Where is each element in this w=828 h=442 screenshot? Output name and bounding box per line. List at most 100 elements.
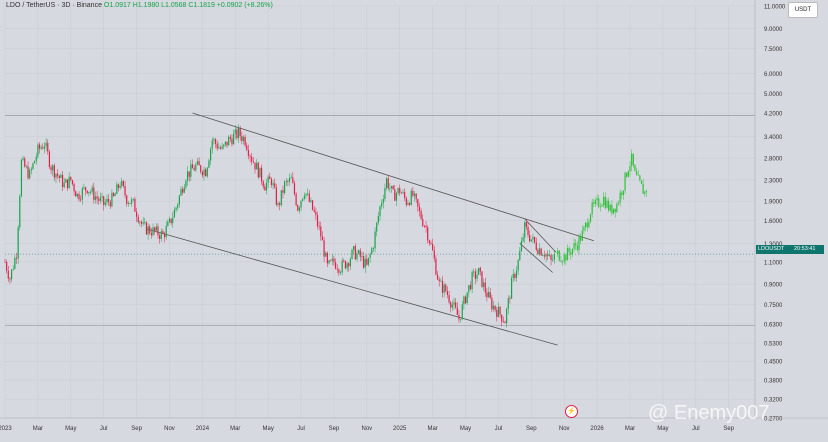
candle-body	[446, 291, 449, 296]
candle-body	[307, 193, 309, 195]
projection-candle-body	[575, 243, 577, 246]
candle-body	[159, 235, 161, 239]
candle-body	[385, 178, 388, 189]
candle-body	[254, 162, 256, 170]
candle-body	[433, 250, 435, 259]
candle-body	[390, 185, 393, 189]
candle-body	[154, 227, 156, 231]
candle-body	[463, 296, 465, 305]
candle-body	[259, 167, 261, 178]
y-tick-label: 9.0000	[764, 27, 783, 33]
candle-body	[223, 144, 225, 147]
projection-candle-body	[580, 236, 582, 241]
candle-body	[122, 181, 125, 186]
projection-candle-body	[589, 214, 592, 222]
candle-body	[377, 216, 379, 223]
candle-body	[190, 164, 192, 177]
candle-body	[50, 167, 52, 171]
candle-body	[251, 156, 253, 162]
projection-candle-body	[614, 208, 616, 213]
candle-body	[501, 314, 503, 322]
projection-candle-body	[611, 204, 613, 214]
candle-body	[205, 169, 207, 177]
candle-body	[474, 271, 476, 279]
candle-body	[45, 142, 47, 147]
candle-body	[89, 191, 92, 193]
candle-body	[239, 127, 241, 137]
candle-body	[30, 168, 32, 171]
y-tick-label: 2.8000	[764, 157, 783, 163]
candle-body	[530, 239, 532, 242]
candle-body	[256, 162, 258, 170]
candle-body	[389, 188, 391, 189]
y-tick-label: 0.3200	[764, 398, 783, 404]
candle-body	[20, 159, 23, 197]
y-tick-label: 1.9000	[764, 200, 783, 206]
candle-body	[308, 193, 310, 202]
candle-body	[379, 206, 381, 217]
projection-candle-body	[571, 248, 574, 255]
horizontal-levels	[5, 115, 755, 326]
trend-lines	[146, 112, 594, 346]
candle-body	[144, 222, 146, 224]
currency-unit-button[interactable]: USDT	[788, 2, 818, 18]
candle-body	[548, 255, 551, 256]
candle-body	[394, 189, 396, 201]
projection-candle-body	[576, 245, 578, 250]
candle-body	[509, 298, 511, 300]
candle-body	[81, 188, 83, 200]
candle-body	[264, 186, 266, 191]
candle-body	[552, 259, 554, 261]
candle-body	[494, 305, 496, 311]
candle-body	[491, 297, 493, 310]
candle-body	[520, 241, 523, 252]
candle-body	[160, 231, 162, 239]
y-tick-label: 0.9000	[764, 283, 783, 289]
candle-body	[124, 185, 126, 196]
projection-candle-body	[599, 206, 601, 208]
candle-body	[150, 232, 152, 236]
candle-body	[76, 193, 78, 197]
projection-candle-body	[631, 153, 633, 167]
time-axis[interactable]: 2023 Mar May Jul Sep Nov 2024 Mar May Jul Sep Nov 20…	[0, 417, 828, 432]
candle-body	[83, 187, 85, 189]
projection-candle-body	[558, 250, 560, 261]
x-tick-label: Sep	[723, 426, 734, 432]
y-tick-label: 0.4500	[764, 360, 783, 366]
candle-body	[527, 226, 529, 236]
projection-candle-body	[601, 205, 603, 207]
candle-body	[298, 207, 301, 211]
projection-candle-body	[619, 192, 621, 203]
projection-candle-body	[609, 204, 611, 211]
candle-body	[68, 176, 70, 189]
price-axis[interactable]: 11.0000 9.0000 7.5000 6.0000 5.0000 4.2000 3.4…	[754, 0, 828, 442]
candle-body	[453, 302, 455, 305]
candle-body	[476, 274, 478, 279]
projection-candle-body	[612, 208, 615, 214]
x-tick-label: Sep	[329, 426, 340, 432]
candle-body	[461, 304, 463, 320]
candle-body	[229, 136, 231, 139]
candle-body	[407, 203, 409, 205]
candle-body	[435, 258, 437, 275]
candle-body	[412, 190, 414, 196]
candle-body	[330, 260, 332, 262]
candle-body	[32, 163, 34, 169]
candle-body	[277, 203, 279, 205]
candle-body	[522, 237, 524, 242]
candle-body	[17, 227, 19, 259]
symbol-title[interactable]: LDO / TetherUS · 3D · Binance	[6, 2, 102, 9]
flash-icon[interactable]: ⚡	[565, 405, 578, 418]
candle-body	[206, 167, 208, 177]
candle-body	[132, 198, 134, 200]
candle-body	[326, 252, 328, 264]
x-tick-label: Mar	[230, 426, 240, 432]
x-tick-label: 2024	[196, 426, 210, 432]
candle-body	[450, 302, 452, 308]
bar-countdown: 20:53:41	[792, 245, 824, 254]
candle-body	[265, 182, 268, 191]
projection-candle-body	[640, 180, 643, 184]
candle-body	[213, 139, 215, 141]
x-tick-label: May	[65, 426, 76, 432]
